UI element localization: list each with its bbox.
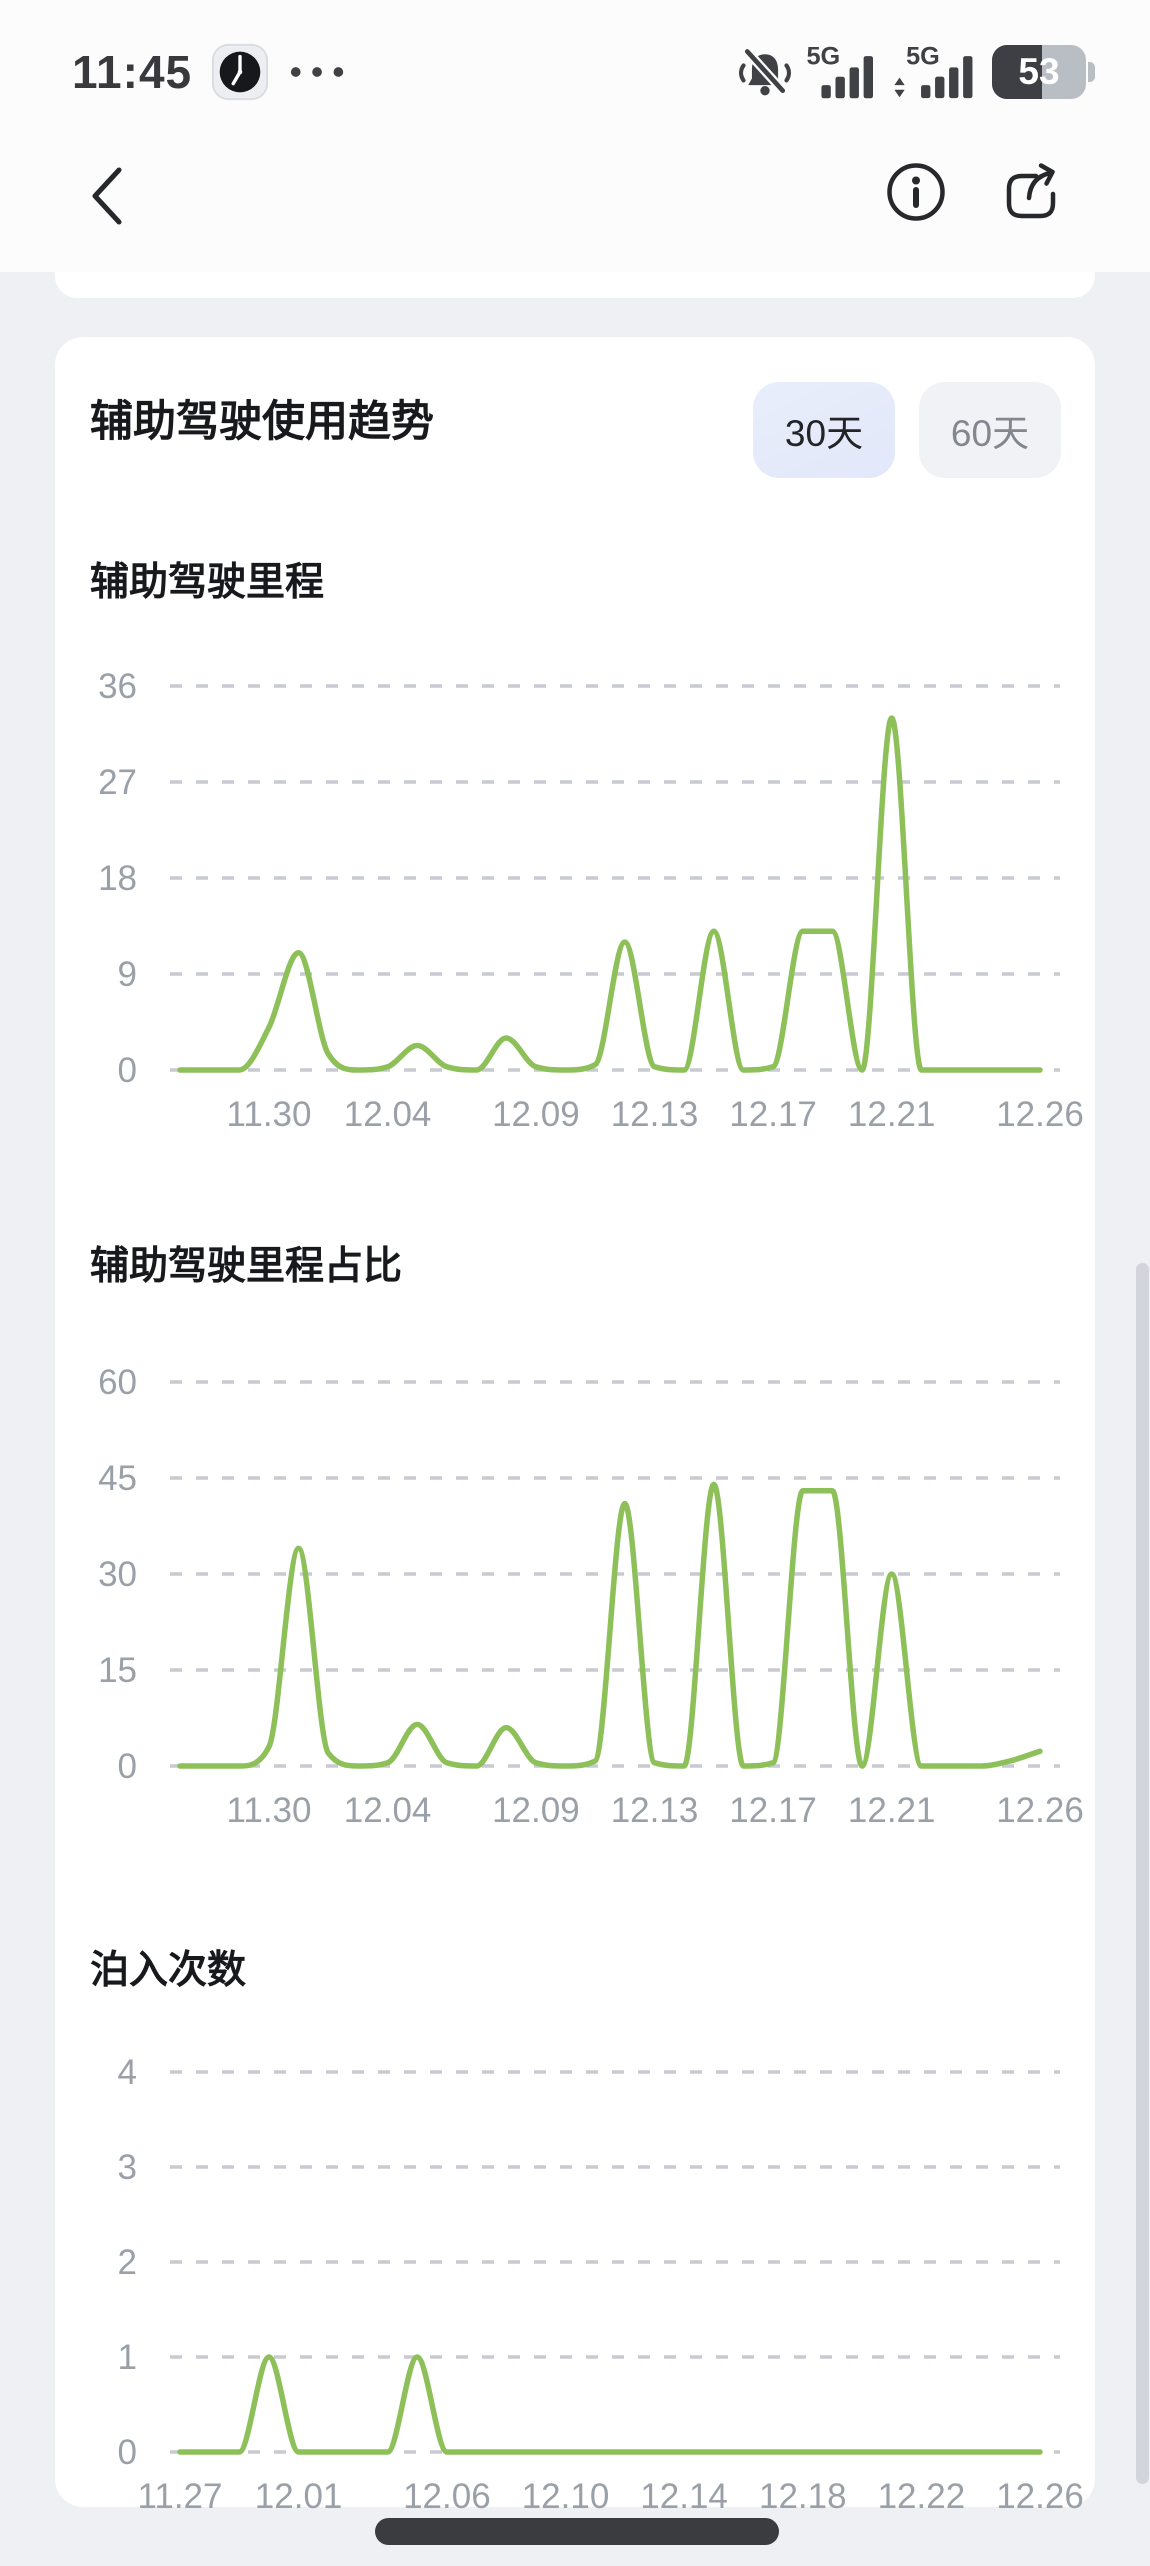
svg-text:60: 60	[98, 1363, 137, 1402]
svg-text:12.18: 12.18	[759, 2477, 847, 2516]
share-button[interactable]	[996, 152, 1066, 226]
status-time: 11:45	[72, 46, 193, 98]
svg-text:0: 0	[118, 2433, 137, 2472]
svg-text:2: 2	[118, 2243, 137, 2282]
y-axis-labels: 0 15 30 45 60	[98, 1363, 137, 1786]
sim1-network-label: 5G	[806, 43, 840, 71]
status-bar: 11:45	[0, 26, 1150, 118]
signal-sim2-icon: 5G	[894, 43, 973, 99]
park-in-count-chart: 0 1 2 3 4 11.27 12.01 12.06 12.10 12.14 12.18 12.22…	[118, 2053, 1084, 2516]
battery-percent: 53	[1018, 51, 1060, 92]
svg-text:1: 1	[118, 2338, 137, 2377]
park-in-chart-title: 泊入次数	[90, 1949, 247, 1992]
svg-text:15: 15	[98, 1651, 137, 1690]
svg-text:0: 0	[118, 1747, 137, 1786]
gridlines	[170, 2070, 1060, 2454]
y-axis-labels: 0 1 2 3 4	[118, 2053, 137, 2472]
svg-text:12.21: 12.21	[848, 1791, 936, 1830]
mute-bell-icon	[738, 47, 792, 96]
svg-text:12.06: 12.06	[403, 2477, 491, 2516]
mileage-chart-title: 辅助驾驶里程	[90, 561, 325, 604]
sim2-network-label: 5G	[906, 43, 940, 71]
mileage-ratio-chart-title: 辅助驾驶里程占比	[90, 1245, 403, 1288]
x-axis-labels: 11.27 12.01 12.06 12.10 12.14 12.18 12.22 12.26	[138, 2477, 1084, 2516]
assisted-driving-mileage-chart: 0 9 18 27 36 11.30 12.04 12.09 12.13 12.17 12.21 12…	[98, 667, 1084, 1134]
svg-text:12.13: 12.13	[611, 1791, 699, 1830]
battery-fill	[992, 45, 1042, 99]
svg-text:3: 3	[118, 2148, 137, 2187]
range-30d-button[interactable]: 30天	[753, 382, 895, 478]
back-button[interactable]	[84, 162, 128, 230]
range-60d-button[interactable]: 60天	[919, 382, 1061, 478]
svg-text:12.22: 12.22	[878, 2477, 966, 2516]
svg-text:0: 0	[118, 1051, 137, 1090]
svg-text:4: 4	[118, 2053, 137, 2092]
svg-text:30: 30	[98, 1555, 137, 1594]
svg-text:12.14: 12.14	[640, 2477, 728, 2516]
svg-text:11.30: 11.30	[227, 1791, 312, 1830]
svg-text:9: 9	[118, 955, 137, 994]
previous-card-bottom	[55, 272, 1095, 298]
svg-text:12.17: 12.17	[729, 1095, 817, 1134]
x-axis-labels: 11.30 12.04 12.09 12.13 12.17 12.21 12.26	[227, 1095, 1084, 1134]
svg-text:12.21: 12.21	[848, 1095, 936, 1134]
info-button[interactable]	[884, 160, 948, 224]
svg-text:27: 27	[98, 763, 137, 802]
svg-text:12.10: 12.10	[522, 2477, 610, 2516]
svg-text:11.30: 11.30	[227, 1095, 312, 1134]
svg-text:11.27: 11.27	[138, 2477, 223, 2516]
home-indicator[interactable]	[375, 2518, 779, 2545]
status-bar-right: 5G 5G 53	[737, 42, 1095, 102]
svg-text:12.09: 12.09	[492, 1095, 580, 1134]
svg-text:12.04: 12.04	[344, 1095, 432, 1134]
y-axis-labels: 0 9 18 27 36	[98, 667, 137, 1090]
svg-text:12.26: 12.26	[996, 1791, 1084, 1830]
status-more-icon	[291, 67, 344, 77]
nav-bar	[0, 148, 1150, 244]
x-axis-labels: 11.30 12.04 12.09 12.13 12.17 12.21 12.26	[227, 1791, 1084, 1830]
svg-text:12.26: 12.26	[996, 2477, 1084, 2516]
svg-text:36: 36	[98, 667, 137, 706]
svg-text:12.17: 12.17	[729, 1791, 817, 1830]
svg-text:12.04: 12.04	[344, 1791, 432, 1830]
series-line	[177, 2354, 1043, 2455]
svg-text:12.26: 12.26	[996, 1095, 1084, 1134]
svg-text:45: 45	[98, 1459, 137, 1498]
signal-sim1-icon: 5G	[806, 43, 873, 99]
status-bar-left: 11:45	[72, 42, 350, 102]
svg-text:18: 18	[98, 859, 137, 898]
card-title: 辅助驾驶使用趋势	[90, 398, 434, 446]
gridlines	[170, 684, 1060, 1072]
svg-text:12.01: 12.01	[255, 2477, 343, 2516]
battery-indicator: 53	[992, 45, 1095, 99]
clock-icon	[212, 43, 269, 101]
series-line	[177, 1481, 1043, 1769]
header-area: 11:45	[0, 0, 1150, 272]
scrollbar-thumb[interactable]	[1136, 1263, 1149, 2484]
series-line	[177, 715, 1043, 1073]
svg-text:12.13: 12.13	[611, 1095, 699, 1134]
assisted-driving-trends-card: 辅助驾驶使用趋势 30天 60天 辅助驾驶里程 0 9 18 27 36 11.30 12.…	[55, 337, 1095, 2516]
svg-text:12.09: 12.09	[492, 1791, 580, 1830]
